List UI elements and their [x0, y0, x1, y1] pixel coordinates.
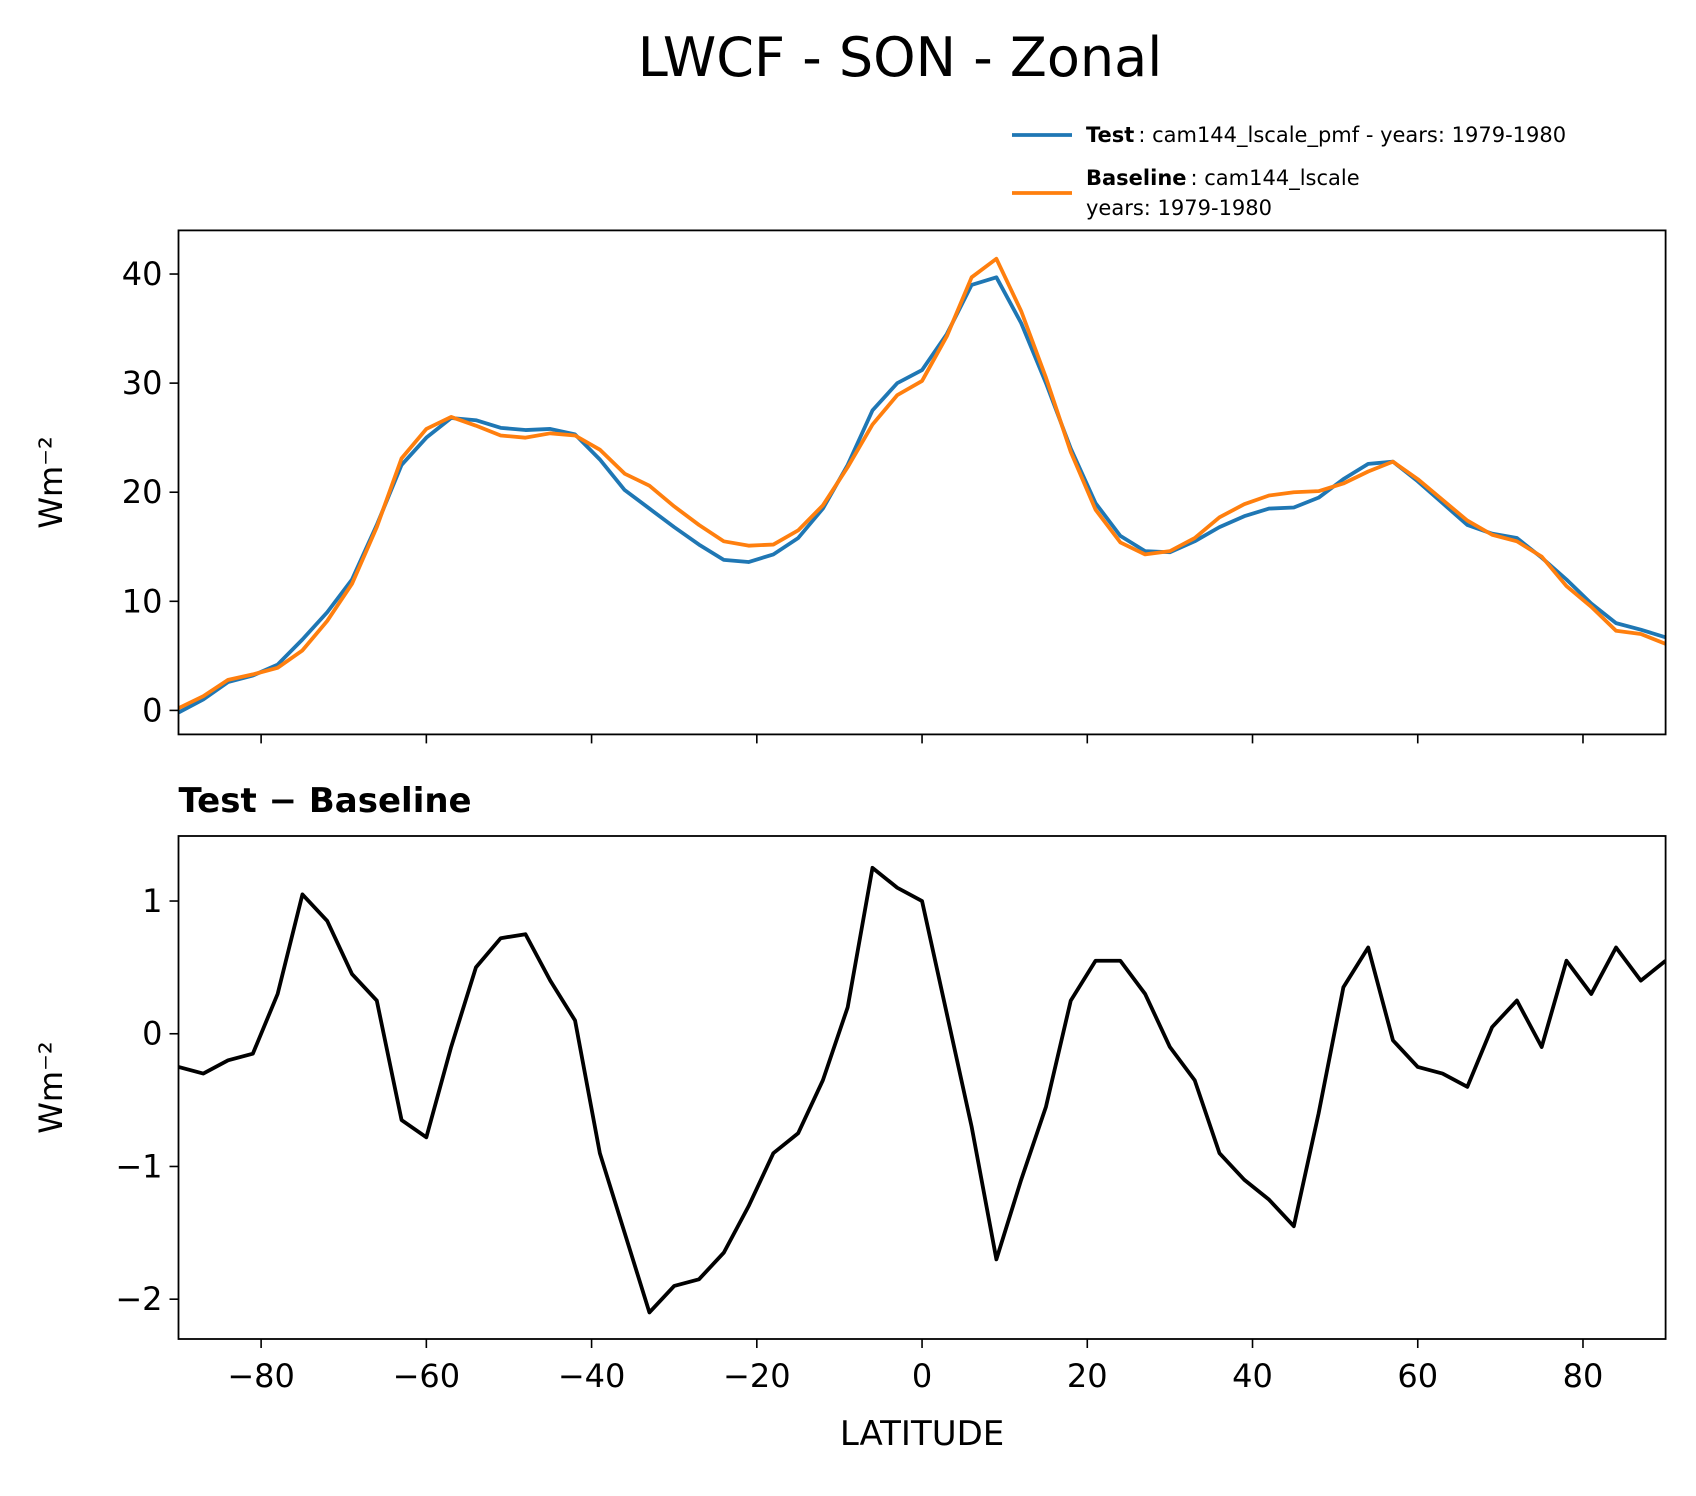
x-tick-label: 40 — [1232, 1357, 1273, 1395]
x-tick-label: −60 — [393, 1357, 461, 1395]
y-tick-label: −2 — [115, 1280, 162, 1318]
y-axis-label: Wm⁻² — [32, 436, 70, 529]
y-tick-label: −1 — [115, 1147, 162, 1185]
x-axis-label: LATITUDE — [840, 1414, 1004, 1454]
y-axis-label: Wm⁻² — [32, 1041, 70, 1134]
axes-title: Test − Baseline — [179, 781, 472, 821]
legend-label: Baseline: cam144_lscale years: 1979-1980 — [1086, 166, 1360, 220]
legend-text: years: 1979-1980 — [1086, 196, 1272, 220]
y-tick-label: 30 — [122, 364, 163, 402]
y-tick-label: 40 — [122, 255, 163, 293]
series-line — [178, 256, 1666, 710]
x-tick-label: 80 — [1563, 1357, 1604, 1395]
y-tick-label: 10 — [122, 582, 163, 620]
legend-text: : cam144_lscale_pmf - years: 1979-1980 — [1138, 123, 1566, 148]
y-tick-label: 20 — [122, 473, 163, 511]
legend-text: : cam144_lscale — [1191, 166, 1360, 191]
y-tick-label: 0 — [142, 691, 162, 729]
x-tick-label: 0 — [912, 1357, 932, 1395]
y-tick-label: 1 — [142, 882, 162, 920]
x-tick-label: 20 — [1067, 1357, 1108, 1395]
y-tick-label: 0 — [142, 1015, 162, 1053]
series-line — [178, 865, 1666, 1315]
axes-frame — [177, 229, 1667, 736]
legend-name: Baseline — [1086, 166, 1187, 190]
x-tick-label: −20 — [723, 1357, 791, 1395]
x-tick-label: −40 — [558, 1357, 626, 1395]
axes-frame — [177, 835, 1667, 1340]
legend-label: Test: cam144_lscale_pmf - years: 1979-19… — [1086, 123, 1566, 148]
x-tick-label: −80 — [227, 1357, 295, 1395]
x-tick-label: 60 — [1397, 1357, 1438, 1395]
figure-title: LWCF - SON - Zonal — [638, 26, 1162, 89]
legend-name: Test — [1086, 123, 1134, 147]
series-line — [178, 275, 1666, 715]
